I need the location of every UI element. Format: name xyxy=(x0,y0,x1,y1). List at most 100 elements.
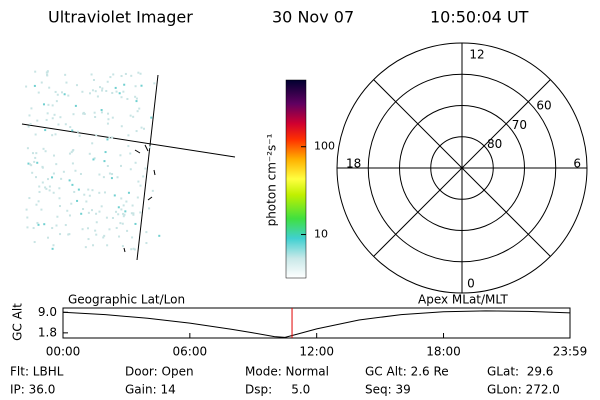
x-tick-label: 12:00 xyxy=(299,345,334,359)
pixel xyxy=(115,210,118,213)
pixel xyxy=(78,134,81,137)
status-field: Door: Open xyxy=(125,365,194,379)
pixel xyxy=(92,158,95,161)
pixel xyxy=(111,216,114,219)
pixel xyxy=(72,113,75,116)
pixel xyxy=(65,81,68,84)
pixel xyxy=(55,163,58,166)
pixel xyxy=(106,244,109,247)
ring xyxy=(367,73,557,263)
pixel xyxy=(37,200,40,203)
pixel xyxy=(137,180,140,183)
pixel xyxy=(58,187,61,190)
pixel xyxy=(106,122,109,125)
pixel xyxy=(91,89,94,92)
pixel xyxy=(68,179,71,182)
pixel xyxy=(109,76,112,79)
colorbar-label: photon cm⁻²s⁻¹ xyxy=(265,133,279,226)
pixel xyxy=(91,142,94,145)
pixel xyxy=(83,193,86,196)
pixel xyxy=(96,95,99,98)
pixel xyxy=(51,117,54,120)
status-field: GLon: 272.0 xyxy=(487,383,560,397)
pixel xyxy=(67,233,70,236)
pixel xyxy=(25,208,28,211)
pixel xyxy=(47,178,50,181)
pixel xyxy=(33,241,36,244)
pixel xyxy=(98,173,101,176)
pixel xyxy=(87,238,90,241)
pixel xyxy=(131,204,134,207)
pixel xyxy=(106,80,109,83)
pixel xyxy=(107,118,110,121)
pixel xyxy=(142,175,145,178)
altitude-line xyxy=(62,310,571,338)
pixel xyxy=(111,136,114,139)
pixel xyxy=(101,87,104,90)
pixel xyxy=(34,156,37,159)
pixel xyxy=(106,138,109,141)
pixel xyxy=(126,229,129,232)
pixel xyxy=(29,163,32,166)
pixel xyxy=(30,107,33,110)
pixel xyxy=(36,119,39,122)
pixel xyxy=(100,109,103,112)
status-field: Flt: LBHL xyxy=(10,365,64,379)
pixel xyxy=(104,151,107,154)
angle-label: 0 xyxy=(467,277,475,291)
pixel xyxy=(85,200,88,203)
pixel xyxy=(53,154,56,157)
pixel xyxy=(127,134,130,137)
pixel xyxy=(31,152,34,155)
grid-line xyxy=(21,123,236,158)
status-field: Dsp: 5.0 xyxy=(245,383,310,397)
pixel xyxy=(76,130,79,133)
pixel xyxy=(53,113,56,116)
pixel xyxy=(118,235,121,238)
pixel xyxy=(46,112,49,115)
pixel xyxy=(111,173,114,176)
pixel xyxy=(115,226,118,229)
pixel xyxy=(38,190,41,193)
pixel xyxy=(33,84,36,87)
pixel xyxy=(100,111,103,114)
pixel xyxy=(35,152,38,155)
pixel xyxy=(122,212,125,215)
pixel xyxy=(122,204,125,207)
pixel xyxy=(88,152,91,155)
pixel xyxy=(67,94,70,97)
pixel xyxy=(91,189,94,192)
pixel xyxy=(134,222,137,225)
pixel xyxy=(110,177,113,180)
pixel xyxy=(132,247,135,250)
pixel xyxy=(79,172,82,175)
pixel xyxy=(139,72,142,75)
pixel xyxy=(136,196,139,199)
pixel xyxy=(120,96,123,99)
ring xyxy=(430,136,494,200)
pixel xyxy=(34,133,37,136)
pixel xyxy=(46,70,49,73)
pixel xyxy=(138,107,141,110)
annotation: Geographic Lat/Lon xyxy=(68,293,185,307)
y-axis-label: GC Alt xyxy=(11,303,25,341)
pixel xyxy=(74,169,77,172)
pixel xyxy=(127,191,130,194)
pixel xyxy=(40,208,43,211)
pixel xyxy=(105,89,108,92)
pixel xyxy=(151,189,154,192)
pixel xyxy=(122,90,125,93)
pixel xyxy=(64,224,67,227)
pixel xyxy=(139,211,142,214)
pixel xyxy=(133,248,136,251)
pixel xyxy=(130,212,133,215)
pixel xyxy=(48,185,51,188)
pixel xyxy=(130,248,133,251)
pixel xyxy=(32,227,35,230)
pixel xyxy=(88,92,91,95)
pixel xyxy=(129,152,132,155)
pixel xyxy=(51,176,54,179)
pixel xyxy=(34,70,37,73)
pixel xyxy=(119,222,122,225)
